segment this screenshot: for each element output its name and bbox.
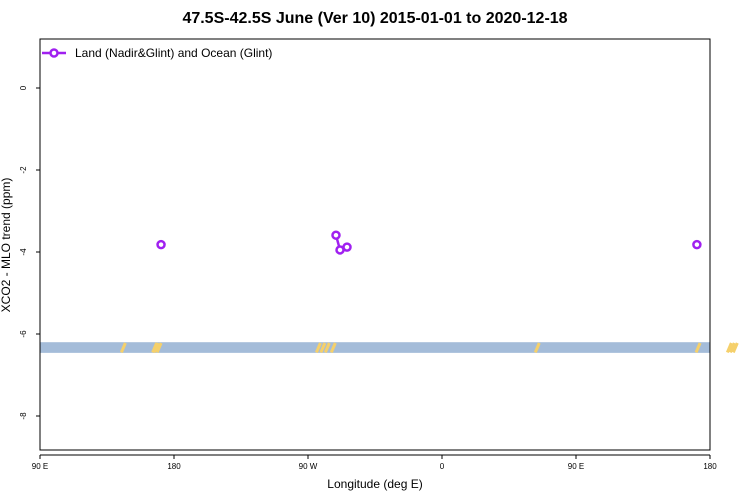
- data-point: [156, 239, 166, 250]
- x-tick-label: 90 W: [299, 462, 318, 471]
- land-marker: [155, 342, 163, 354]
- plot-frame: [39, 38, 711, 451]
- data-point: [331, 230, 341, 240]
- land-marker: [119, 342, 127, 354]
- land-marker: [319, 342, 327, 354]
- x-tick-label: 180: [167, 462, 181, 471]
- land-marker: [694, 342, 702, 354]
- land-marker: [725, 342, 733, 354]
- land-marker: [329, 342, 337, 354]
- land-marker: [731, 342, 739, 354]
- y-tick-label: -2: [19, 166, 28, 174]
- legend-label: Land (Nadir&Glint) and Ocean (Glint): [75, 46, 272, 60]
- land-marker: [315, 342, 322, 354]
- x-axis-label: Longitude (deg E): [327, 477, 422, 491]
- land-marker: [728, 342, 736, 354]
- legend-marker: [49, 48, 59, 58]
- land-marker: [323, 342, 331, 354]
- data-point: [692, 239, 702, 250]
- y-tick-label: -4: [19, 248, 28, 256]
- data-point: [342, 242, 352, 252]
- x-tick-label: 90 E: [568, 462, 584, 471]
- land-marker: [152, 342, 160, 354]
- y-axis-label: XCO2 - MLO trend (ppm): [0, 178, 13, 313]
- y-tick-label: 0: [19, 85, 28, 90]
- chart-title: 47.5S-42.5S June (Ver 10) 2015-01-01 to …: [182, 10, 568, 27]
- y-tick-label: -8: [19, 412, 28, 420]
- x-tick-label: 0: [440, 462, 445, 471]
- land-marker: [533, 342, 541, 354]
- x-tick-label: 180: [703, 462, 717, 471]
- y-tick-label: -6: [19, 330, 28, 338]
- x-tick-label: 90 E: [32, 462, 48, 471]
- land-band: [40, 342, 710, 353]
